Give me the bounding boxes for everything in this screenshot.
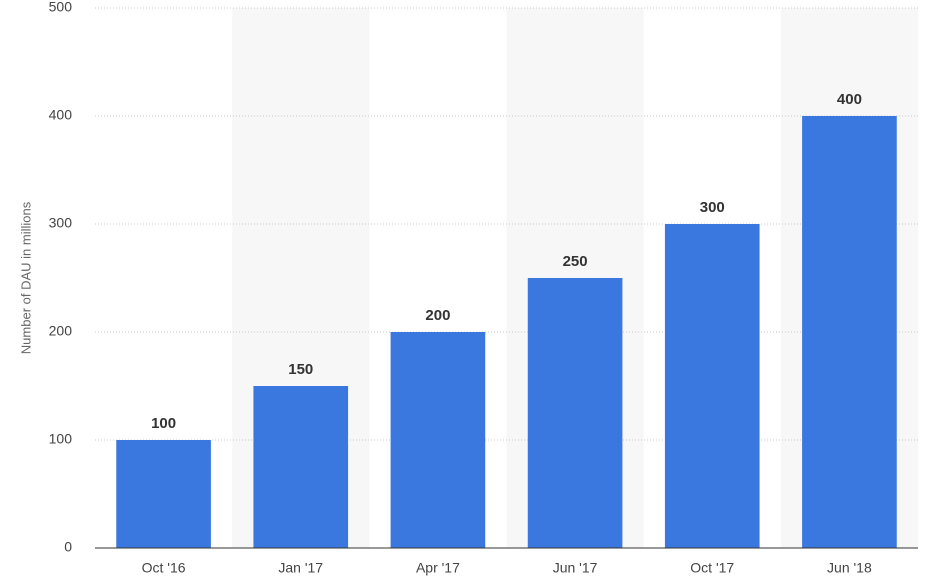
bar	[664, 224, 760, 548]
x-tick-label: Jun '17	[553, 560, 598, 576]
y-tick-label: 200	[49, 323, 73, 339]
x-tick-label: Apr '17	[416, 560, 460, 576]
x-tick-label: Jan '17	[278, 560, 323, 576]
y-tick-label: 300	[49, 215, 73, 231]
y-axis-label: Number of DAU in millions	[18, 201, 33, 354]
bar	[390, 332, 486, 548]
bar	[802, 116, 897, 548]
y-tick-label: 400	[49, 107, 73, 123]
x-tick-label: Oct '16	[142, 560, 186, 576]
value-label: 400	[837, 91, 862, 108]
bar	[116, 440, 211, 548]
value-label: 150	[288, 361, 313, 378]
x-tick-label: Oct '17	[690, 560, 734, 576]
bar	[253, 386, 349, 548]
value-label: 300	[700, 199, 725, 216]
value-label: 200	[425, 307, 450, 324]
y-tick-label: 500	[49, 0, 73, 15]
bar	[527, 278, 623, 548]
value-label: 100	[151, 415, 176, 432]
y-tick-label: 100	[49, 431, 73, 447]
y-tick-label: 0	[64, 539, 72, 555]
x-tick-label: Jun '18	[827, 560, 872, 576]
value-label: 250	[563, 253, 588, 270]
